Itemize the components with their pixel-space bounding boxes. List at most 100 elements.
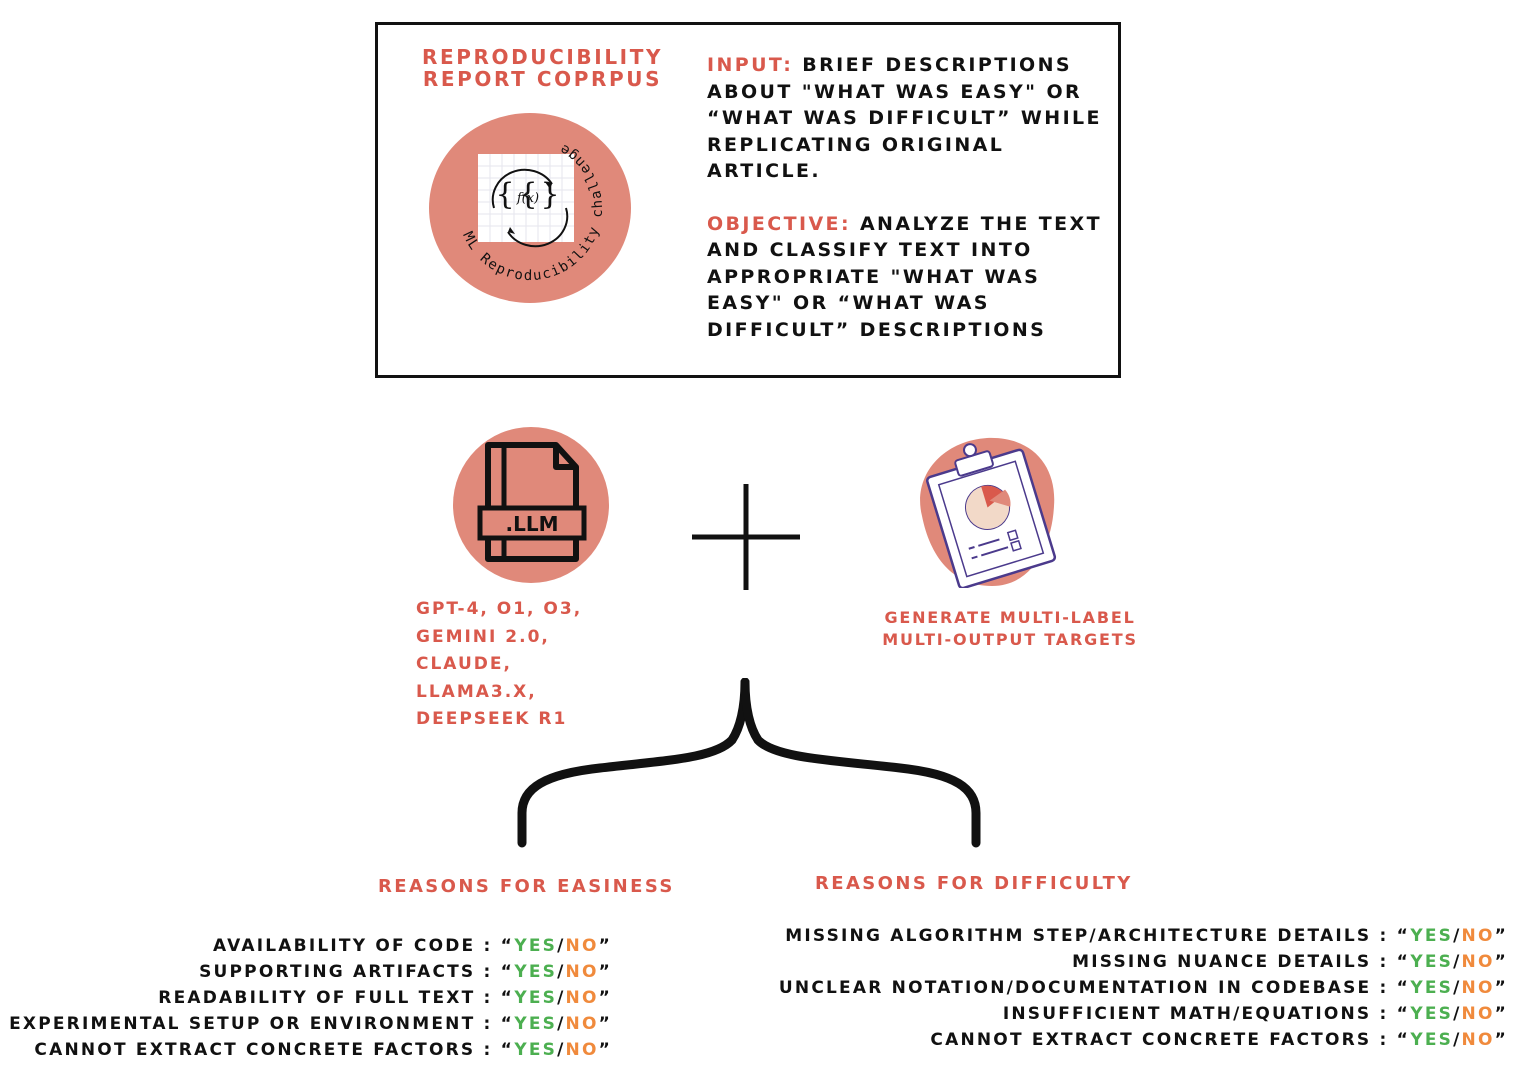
yes-option: YES — [1410, 978, 1454, 998]
easiness-reason-row: READABILITY OF FULL TEXT : “YES/NO” — [9, 985, 612, 1011]
easiness-heading: REASONS FOR EASINESS — [378, 876, 675, 897]
ml-reproducibility-badge-icon: { } { f(x) ML Reproducibility challenge — [429, 113, 631, 303]
reason-label: AVAILABILITY OF CODE — [212, 936, 476, 956]
yes-option: YES — [1410, 952, 1454, 972]
svg-text:{: { — [495, 177, 514, 212]
difficulty-reason-row: MISSING ALGORITHM STEP/ARCHITECTURE DETA… — [779, 923, 1508, 949]
slash-separator: / — [557, 962, 566, 982]
no-option: NO — [1461, 1030, 1495, 1050]
targets-line2: MULTI-OUTPUT TARGETS — [882, 630, 1138, 649]
easiness-reason-row: CANNOT EXTRACT CONCRETE FACTORS : “YES/N… — [9, 1037, 612, 1063]
llm-model-line: LLAMA3.X, — [416, 681, 537, 702]
reason-label: INSUFFICIENT MATH/EQUATIONS — [1002, 1004, 1372, 1024]
llm-model-line: DEEPSEEK R1 — [416, 709, 568, 729]
close-quote: ” — [598, 988, 612, 1008]
easiness-reason-row: SUPPORTING ARTIFACTS : “YES/NO” — [9, 959, 612, 985]
input-text: BRIEF DESCRIPTIONS ABOUT "WHAT WAS EASY"… — [707, 54, 1102, 182]
no-option: NO — [565, 988, 599, 1008]
separator-text: : — [475, 962, 501, 982]
reason-label: MISSING NUANCE DETAILS — [1072, 952, 1372, 972]
open-quote: “ — [1396, 952, 1411, 972]
separator-text: : — [1371, 978, 1397, 998]
difficulty-reason-row: CANNOT EXTRACT CONCRETE FACTORS : “YES/N… — [779, 1027, 1508, 1053]
difficulty-reason-row: MISSING NUANCE DETAILS : “YES/NO” — [779, 949, 1508, 975]
svg-text:}: } — [540, 177, 559, 212]
open-quote: “ — [500, 1014, 515, 1034]
close-quote: ” — [598, 1040, 612, 1060]
close-quote: ” — [1494, 978, 1508, 998]
separator-text: : — [1371, 926, 1397, 946]
slash-separator: / — [557, 936, 566, 956]
difficulty-reason-row: INSUFFICIENT MATH/EQUATIONS : “YES/NO” — [779, 1001, 1508, 1027]
separator-text: : — [1371, 1030, 1397, 1050]
slash-separator: / — [1453, 1030, 1462, 1050]
reason-label: EXPERIMENTAL SETUP OR ENVIRONMENT — [9, 1014, 476, 1034]
slash-separator: / — [557, 988, 566, 1008]
close-quote: ” — [598, 1014, 612, 1034]
no-option: NO — [565, 962, 599, 982]
yes-option: YES — [514, 962, 558, 982]
open-quote: “ — [1396, 926, 1411, 946]
llm-file-icon: .LLM — [453, 427, 609, 583]
reason-label: CANNOT EXTRACT CONCRETE FACTORS — [930, 1030, 1372, 1050]
llm-model-list: GPT-4, O1, O3, GEMINI 2.0, CLAUDE, LLAMA… — [416, 596, 582, 734]
objective-paragraph: OBJECTIVE: ANALYZE THE TEXT AND CLASSIFY… — [707, 211, 1107, 344]
input-label: INPUT: — [707, 54, 794, 76]
slash-separator: / — [557, 1014, 566, 1034]
llm-model-line: GPT-4, O1, O3, — [416, 599, 583, 619]
no-option: NO — [565, 1014, 599, 1034]
difficulty-heading: REASONS FOR DIFFICULTY — [815, 873, 1133, 894]
slash-separator: / — [1453, 926, 1462, 946]
separator-text: : — [475, 1014, 501, 1034]
open-quote: “ — [500, 962, 515, 982]
slash-separator: / — [1453, 978, 1462, 998]
slash-separator: / — [1453, 952, 1462, 972]
plus-icon — [692, 484, 800, 590]
llm-model-line: CLAUDE, — [416, 654, 512, 674]
close-quote: ” — [1494, 1030, 1508, 1050]
open-quote: “ — [1396, 978, 1411, 998]
reason-label: MISSING ALGORITHM STEP/ARCHITECTURE DETA… — [785, 926, 1372, 946]
open-quote: “ — [500, 936, 515, 956]
llm-file-label: .LLM — [506, 512, 559, 536]
open-quote: “ — [500, 1040, 515, 1060]
corpus-title: REPRODUCIBILITY REPORT COPRPUS — [405, 46, 680, 90]
close-quote: ” — [598, 936, 612, 956]
no-option: NO — [565, 1040, 599, 1060]
separator-text: : — [475, 988, 501, 1008]
no-option: NO — [1461, 1004, 1495, 1024]
separator-text: : — [1371, 1004, 1397, 1024]
reason-label: READABILITY OF FULL TEXT — [158, 988, 476, 1008]
clipboard-chart-icon — [920, 437, 1057, 588]
easiness-reason-row: AVAILABILITY OF CODE : “YES/NO” — [9, 933, 612, 959]
no-option: NO — [1461, 926, 1495, 946]
reason-label: CANNOT EXTRACT CONCRETE FACTORS — [34, 1040, 476, 1060]
objective-label: OBJECTIVE: — [707, 212, 851, 235]
easiness-reason-list: AVAILABILITY OF CODE : “YES/NO” SUPPORTI… — [9, 933, 612, 1063]
yes-option: YES — [514, 988, 558, 1008]
reason-label: UNCLEAR NOTATION/DOCUMENTATION IN CODEBA… — [778, 978, 1372, 998]
targets-caption: GENERATE MULTI-LABEL MULTI-OUTPUT TARGET… — [860, 607, 1160, 651]
yes-option: YES — [1410, 1030, 1454, 1050]
close-quote: ” — [1494, 926, 1508, 946]
svg-text:{: { — [518, 177, 537, 212]
yes-option: YES — [1410, 1004, 1454, 1024]
corpus-title-line2: REPORT COPRPUS — [422, 67, 663, 91]
task-description-box — [375, 22, 1121, 378]
reason-label: SUPPORTING ARTIFACTS — [199, 962, 476, 982]
close-quote: ” — [1494, 1004, 1508, 1024]
yes-option: YES — [514, 936, 558, 956]
difficulty-reason-list: MISSING ALGORITHM STEP/ARCHITECTURE DETA… — [779, 923, 1508, 1053]
no-option: NO — [565, 936, 599, 956]
no-option: NO — [1461, 978, 1495, 998]
llm-model-line: GEMINI 2.0, — [416, 626, 550, 647]
curly-brace-icon — [517, 678, 981, 848]
separator-text: : — [475, 1040, 501, 1060]
objective-text: ANALYZE THE TEXT AND CLASSIFY TEXT INTO … — [707, 212, 1102, 341]
input-paragraph: INPUT: BRIEF DESCRIPTIONS ABOUT "WHAT WA… — [707, 52, 1107, 185]
easiness-reason-row: EXPERIMENTAL SETUP OR ENVIRONMENT : “YES… — [9, 1011, 612, 1037]
difficulty-reason-row: UNCLEAR NOTATION/DOCUMENTATION IN CODEBA… — [779, 975, 1508, 1001]
yes-option: YES — [514, 1040, 558, 1060]
corpus-title-line1: REPRODUCIBILITY — [421, 45, 664, 69]
targets-line1: GENERATE MULTI-LABEL — [884, 608, 1136, 627]
